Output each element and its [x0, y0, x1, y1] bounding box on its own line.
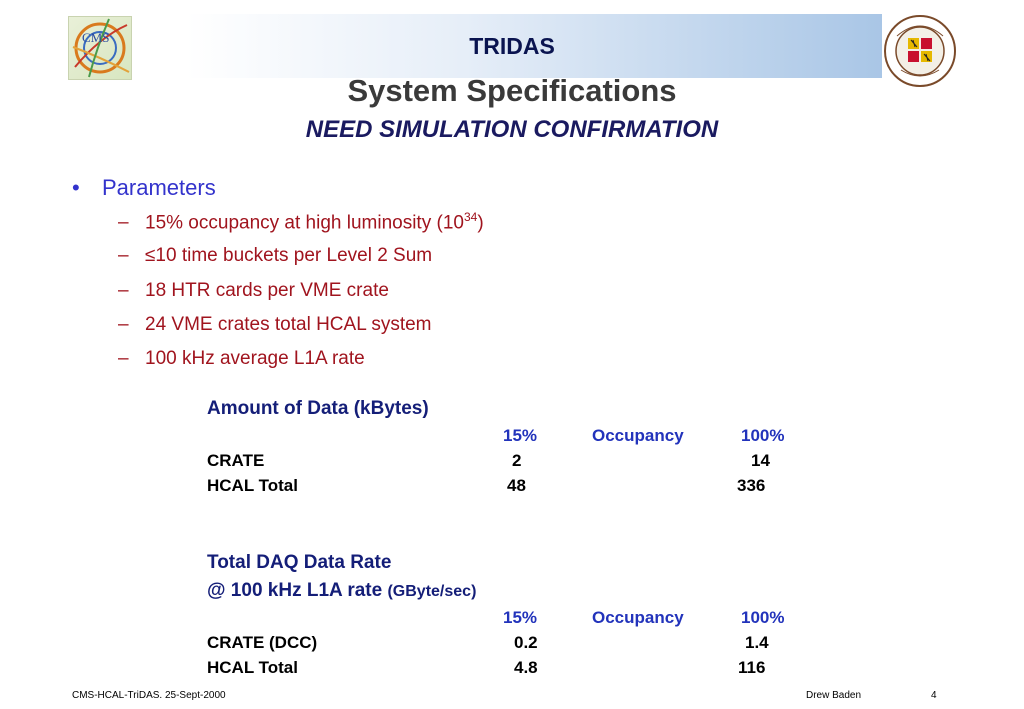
daq-rate-row-label: HCAL Total — [207, 658, 298, 677]
dash-icon: – — [118, 348, 129, 369]
cms-logo: CMS — [68, 16, 132, 80]
footer-author: Drew Baden — [806, 690, 862, 701]
university-seal-icon — [884, 15, 956, 87]
university-seal — [883, 14, 957, 88]
data-amount-row-v15: 2 — [512, 451, 522, 470]
dash-icon: – — [118, 314, 129, 335]
dash-icon: – — [118, 212, 129, 234]
daq-rate-row-label: CRATE (DCC) — [207, 633, 318, 652]
parameter-item: –100 kHz average L1A rate — [118, 348, 365, 369]
parameter-item: –15% occupancy at high luminosity (1034) — [118, 210, 484, 234]
daq-rate-row-v15: 0.2 — [514, 633, 538, 652]
data-amount-row-v100: 14 — [751, 451, 770, 470]
parameter-item: –18 HTR cards per VME crate — [118, 280, 389, 301]
parameters-heading: • Parameters — [72, 175, 216, 200]
data-amount-title: Amount of Data (kBytes) — [207, 398, 429, 419]
svg-text:CMS: CMS — [82, 30, 109, 45]
data-amount-row-v100: 336 — [737, 476, 766, 495]
cms-logo-icon: CMS — [72, 18, 130, 78]
footer-left: CMS-HCAL-TriDAS. 25-Sept-2000 — [72, 690, 226, 701]
data-amount-row-label: CRATE — [207, 451, 265, 470]
daq-rate-col-15: 15% — [503, 608, 538, 627]
daq-rate-col-occupancy: Occupancy — [592, 608, 684, 627]
footer-page-number: 4 — [931, 690, 937, 701]
daq-rate-subtitle: @ 100 kHz L1A rate (GByte/sec) — [207, 580, 477, 601]
data-amount-row-label: HCAL Total — [207, 476, 298, 495]
daq-rate-row-v100: 1.4 — [745, 633, 769, 652]
page-subtitle: System Specifications — [347, 73, 677, 108]
daq-rate-title: Total DAQ Data Rate — [207, 552, 392, 573]
data-amount-col-occupancy: Occupancy — [592, 426, 684, 445]
dash-icon: – — [118, 280, 129, 301]
daq-rate-row-v15: 4.8 — [514, 658, 538, 677]
bullet-icon: • — [72, 175, 80, 200]
data-amount-col-100: 100% — [741, 426, 785, 445]
dash-icon: – — [118, 245, 129, 266]
parameter-item: – ≤10 time buckets per Level 2 Sum — [118, 245, 433, 266]
data-amount-col-15: 15% — [503, 426, 538, 445]
page-note: NEED SIMULATION CONFIRMATION — [305, 116, 719, 143]
data-amount-row-v15: 48 — [507, 476, 526, 495]
daq-rate-row-v100: 116 — [738, 658, 766, 677]
parameter-item: –24 VME crates total HCAL system — [118, 314, 432, 335]
daq-rate-col-100: 100% — [741, 608, 785, 627]
page-title: TRIDAS — [469, 33, 555, 59]
header-band — [186, 14, 882, 78]
